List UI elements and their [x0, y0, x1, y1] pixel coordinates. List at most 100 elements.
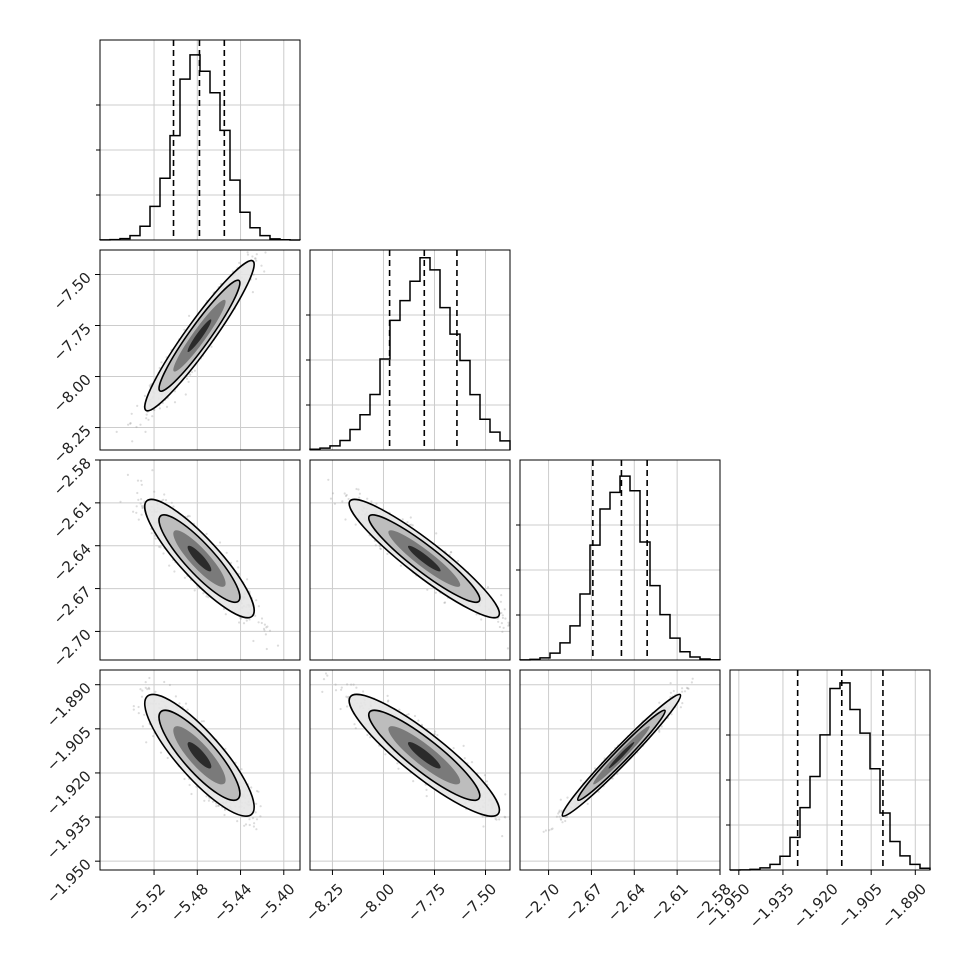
sample-point [512, 630, 514, 632]
histogram-panel-2 [516, 459, 721, 661]
sample-point [115, 430, 118, 433]
sample-point [433, 732, 436, 736]
sample-point [188, 515, 191, 518]
sample-point [480, 618, 483, 621]
sample-point [173, 570, 176, 573]
sample-point [257, 621, 260, 624]
sample-point [151, 415, 154, 418]
sample-point [145, 741, 148, 744]
sample-point [521, 623, 523, 625]
sample-point [205, 532, 208, 536]
scatter-panel-2-0 [99, 459, 301, 661]
sample-point [186, 708, 189, 711]
sample-point [255, 828, 258, 831]
sample-point [481, 815, 484, 818]
sample-point [498, 625, 501, 629]
sample-point [150, 532, 153, 535]
sample-point [224, 747, 227, 751]
sample-point [340, 688, 343, 691]
sample-point [370, 500, 373, 503]
sample-point [132, 510, 135, 513]
sample-point [354, 523, 357, 526]
sample-point [486, 586, 490, 589]
sample-point [500, 622, 503, 625]
sample-point [254, 614, 257, 617]
sample-point [329, 497, 333, 500]
sample-point [324, 672, 328, 675]
sample-point [146, 688, 149, 691]
sample-point [344, 518, 347, 521]
sample-point [246, 251, 249, 254]
sample-point [260, 617, 264, 620]
density-contour-3 [187, 545, 212, 572]
sample-point [248, 818, 251, 821]
sample-point [386, 552, 389, 556]
sample-point [366, 497, 369, 500]
sample-point [242, 622, 246, 625]
sample-point [158, 366, 161, 370]
sample-point [151, 469, 154, 472]
scatter-panel-1-0 [99, 241, 301, 451]
sample-point [503, 608, 506, 611]
sample-point [178, 702, 181, 705]
sample-point [252, 273, 255, 276]
sample-point [230, 561, 233, 565]
sample-point [326, 674, 329, 677]
sample-point [540, 835, 542, 837]
scatter-panel-3-0 [99, 669, 301, 871]
histogram-panel-0 [96, 39, 301, 241]
sample-point [139, 688, 142, 691]
sample-point [224, 613, 227, 616]
sample-point [183, 777, 186, 781]
sample-point [193, 589, 196, 592]
sample-point [170, 501, 173, 504]
sample-point [345, 493, 348, 497]
sample-point [205, 795, 208, 798]
scatter-panel-2-1 [309, 459, 523, 661]
sample-point [188, 783, 191, 787]
sample-point [135, 511, 138, 514]
sample-point [243, 824, 246, 827]
sample-point [255, 818, 259, 821]
sample-point [327, 478, 330, 481]
sample-point [500, 611, 503, 615]
sample-cloud [109, 241, 267, 450]
sample-point [131, 440, 134, 443]
sample-point [261, 241, 263, 243]
sample-point [263, 629, 266, 632]
sample-point [347, 497, 350, 501]
sample-point [375, 502, 378, 505]
sample-point [276, 644, 280, 647]
sample-point [482, 825, 485, 828]
sample-point [217, 804, 220, 807]
sample-point [187, 380, 190, 383]
sample-point [334, 689, 338, 692]
sample-point [168, 683, 171, 687]
sample-point [126, 473, 129, 476]
sample-point [141, 689, 144, 692]
sample-cloud [327, 478, 523, 650]
sample-point [225, 551, 228, 554]
sample-point [264, 251, 267, 254]
sample-point [193, 369, 196, 372]
sample-cloud [132, 676, 262, 831]
sample-point [185, 377, 189, 380]
sample-point [237, 566, 240, 569]
sample-point [159, 546, 162, 549]
sample-point [501, 630, 504, 633]
scatter-panel-3-1 [309, 669, 542, 871]
sample-point [188, 314, 191, 317]
sample-point [254, 811, 257, 814]
sample-point [262, 627, 266, 631]
sample-point [358, 492, 361, 495]
sample-point [255, 599, 258, 602]
sample-point [259, 815, 262, 818]
sample-point [136, 479, 140, 482]
sample-point [354, 727, 357, 730]
sample-point [355, 686, 358, 689]
sample-point [159, 751, 163, 754]
sample-point [186, 515, 189, 518]
sample-point [163, 680, 166, 684]
panel-frame [309, 459, 511, 661]
sample-point [252, 825, 255, 828]
